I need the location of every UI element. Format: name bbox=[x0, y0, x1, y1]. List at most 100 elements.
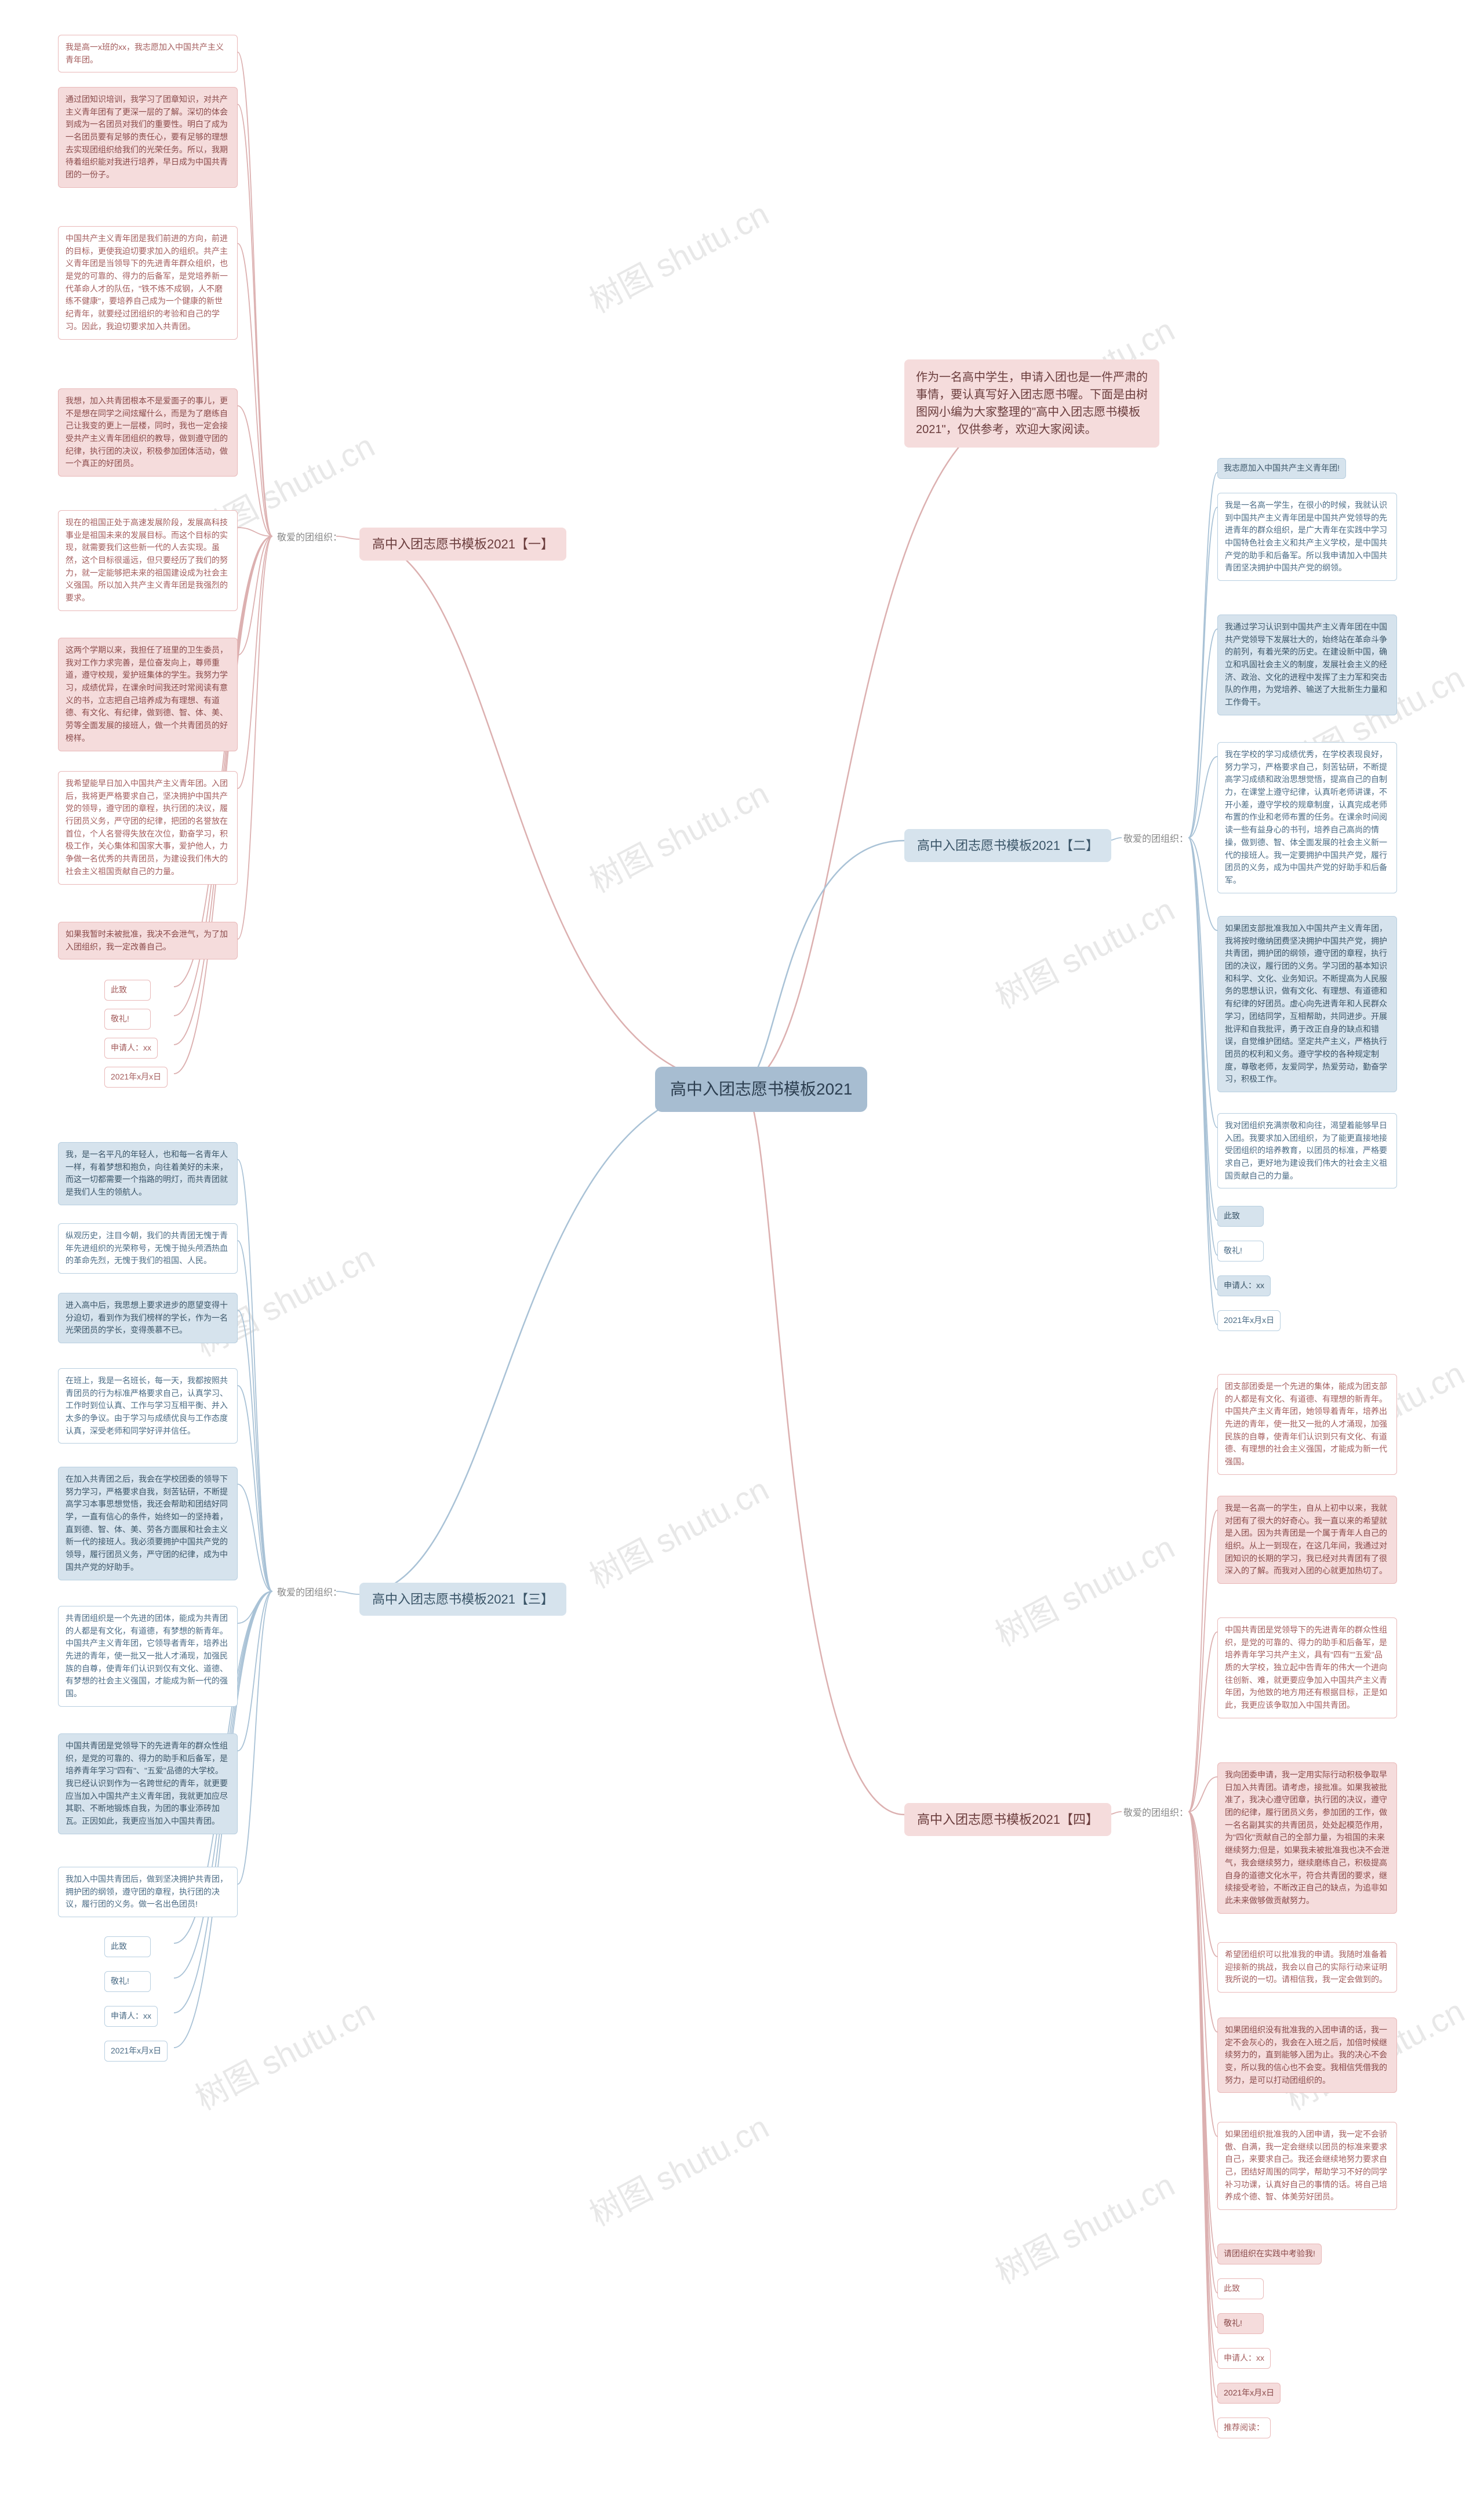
leaf-node: 我加入中国共青团后，做到坚决拥护共青团，拥护团的纲领，遵守团的章程，执行团的决议… bbox=[58, 1867, 238, 1917]
leaf-node: 我对团组织充满崇敬和向往，渴望着能够早日入团。我要求加入团组织，为了能更直接地接… bbox=[1217, 1113, 1397, 1188]
connector-edge bbox=[1188, 1812, 1217, 2258]
leaf-node: 这两个学期以来，我担任了班里的卫生委员，我对工作力求完善，是位奋发向上，尊师重道… bbox=[58, 638, 238, 751]
leaf-node: 敬礼! bbox=[1217, 2313, 1264, 2334]
connector-edge bbox=[1188, 1812, 1217, 2432]
section-s4: 高中入团志愿书模板2021【四】 bbox=[904, 1803, 1111, 1836]
closing-line: 申请人：xx bbox=[104, 1038, 158, 1059]
leaf-node: 纵观历史，注目今朝，我们的共青团无愧于青年先进组织的光荣称号，无愧于抛头颅洒热血… bbox=[58, 1223, 238, 1274]
connector-edge bbox=[1188, 1812, 1217, 2328]
sub-label-s1: 敬爱的团组织： bbox=[272, 529, 347, 547]
connector-edge bbox=[238, 52, 272, 536]
connector-edge bbox=[1188, 507, 1217, 838]
connector-edge bbox=[1188, 1812, 1217, 2032]
sub-label-s4: 敬爱的团组织： bbox=[1119, 1804, 1193, 1823]
connector-edge bbox=[1188, 838, 1217, 1220]
connector-edge bbox=[238, 406, 272, 536]
connector-edge bbox=[1188, 1510, 1217, 1812]
closing-line: 2021年x月x日 bbox=[104, 2041, 168, 2062]
connector-edge bbox=[1188, 838, 1217, 1325]
connector-edge bbox=[359, 539, 742, 1084]
watermark: 树图 shutu.cn bbox=[580, 2102, 776, 2235]
leaf-node: 2021年x月x日 bbox=[1217, 1310, 1281, 1331]
leaf-node: 我向团委申请，我一定用实际行动积极争取早日加入共青团。请考虑，接批准。如果我被批… bbox=[1217, 1762, 1397, 1914]
leaf-node: 敬礼! bbox=[1217, 1241, 1264, 1262]
connector-edge bbox=[1188, 757, 1217, 838]
connector-edge bbox=[1188, 1632, 1217, 1812]
sub-label-s3: 敬爱的团组织： bbox=[272, 1584, 347, 1602]
connector-edge bbox=[742, 406, 1032, 1084]
connector-edge bbox=[742, 1084, 904, 1815]
watermark: 树图 shutu.cn bbox=[580, 1464, 776, 1598]
leaf-node: 我在学校的学习成绩优秀，在学校表现良好，努力学习，严格要求自己，刻苦钻研，不断提… bbox=[1217, 742, 1397, 893]
center-node: 高中入团志愿书模板2021 bbox=[655, 1067, 867, 1112]
section-s3: 高中入团志愿书模板2021【三】 bbox=[359, 1583, 566, 1616]
watermark: 树图 shutu.cn bbox=[580, 768, 776, 902]
connector-edge bbox=[238, 1484, 272, 1591]
closing-line: 申请人：xx bbox=[104, 2006, 158, 2027]
leaf-node: 推荐阅读： bbox=[1217, 2418, 1271, 2438]
connector-edge bbox=[1188, 1812, 1217, 2136]
closing-line: 此致 bbox=[104, 1936, 151, 1957]
connector-edge bbox=[238, 536, 272, 788]
leaf-node: 共青团组织是一个先进的团体，能成为共青团的人都是有文化，有道德，有梦想的新青年。… bbox=[58, 1606, 238, 1707]
leaf-node: 希望团组织可以批准我的申请。我随时准备着迎接新的挑战，我会以自己的实际行动来证明… bbox=[1217, 1942, 1397, 1993]
intro-node: 作为一名高中学生，申请入团也是一件严肃的事情，要认真写好入团志愿书喔。下面是由树… bbox=[904, 359, 1159, 448]
connector-edge bbox=[1188, 1812, 1217, 2293]
leaf-node: 如果团组织批准我的入团申请，我一定不会骄傲、自满，我一定会继续以团员的标准来要求… bbox=[1217, 2122, 1397, 2210]
connector-edge bbox=[238, 1241, 272, 1591]
leaf-node: 团支部团委是一个先进的集体，能成为团支部的人都是有文化、有道德、有理想的新青年。… bbox=[1217, 1374, 1397, 1475]
section-s2: 高中入团志愿书模板2021【二】 bbox=[904, 829, 1111, 862]
leaf-node: 我志愿加入中国共产主义青年团! bbox=[1217, 458, 1346, 479]
leaf-node: 2021年x月x日 bbox=[1217, 2383, 1281, 2404]
connector-edge bbox=[1188, 838, 1217, 1290]
connector-edge bbox=[238, 1591, 272, 1884]
connector-edge bbox=[1188, 472, 1217, 838]
leaf-node: 现在的祖国正处于高速发展阶段，发展高科技事业是祖国未来的发展目标。而这个目标的实… bbox=[58, 510, 238, 611]
connector-edge bbox=[238, 104, 272, 536]
connector-edge bbox=[238, 1591, 272, 1623]
connector-edge bbox=[1188, 838, 1217, 930]
leaf-node: 申请人：xx bbox=[1217, 2348, 1271, 2369]
closing-line: 此致 bbox=[104, 980, 151, 1001]
leaf-node: 中国共产主义青年团是我们前进的方向，前进的目标，更使我迫切要求加入的组织。共产主… bbox=[58, 226, 238, 340]
leaf-node: 如果团组织没有批准我的入团申请的话，我一定不会灰心的，我会在入班之后，加倍时候继… bbox=[1217, 2017, 1397, 2093]
leaf-node: 在加入共青团之后，我会在学校团委的领导下努力学习，严格要求自我，刻苦钻研，不断提… bbox=[58, 1467, 238, 1580]
connector-edge bbox=[238, 536, 272, 939]
connector-edge bbox=[238, 1386, 272, 1591]
leaf-node: 我是一名高一的学生，自从上初中以来，我就对团有了很大的好奇心。我一直以来的希望就… bbox=[1217, 1496, 1397, 1584]
connector-edge bbox=[1188, 629, 1217, 838]
leaf-node: 我是一名高一学生，在很小的时候，我就认识到中国共产主义青年团是中国共产党领导的先… bbox=[1217, 493, 1397, 581]
connector-edge bbox=[359, 1084, 742, 1594]
leaf-node: 中国共青团是党领导下的先进青年的群众性组织，是党的可靠的、得力的助手和后备军，是… bbox=[58, 1733, 238, 1834]
connector-edge bbox=[742, 841, 904, 1084]
sub-label-s2: 敬爱的团组织： bbox=[1119, 830, 1193, 849]
watermark: 树图 shutu.cn bbox=[580, 188, 776, 322]
leaf-node: 我是高一x班的xx，我志愿加入中国共产主义青年团。 bbox=[58, 35, 238, 72]
watermark: 树图 shutu.cn bbox=[186, 1986, 382, 2120]
leaf-node: 请团组织在实践中考验我! bbox=[1217, 2244, 1322, 2264]
connector-edge bbox=[1188, 1812, 1217, 1957]
leaf-node: 我希望能早日加入中国共产主义青年团。入团后，我将更严格要求自己，坚决拥护中国共产… bbox=[58, 771, 238, 885]
connector-edge bbox=[1188, 1777, 1217, 1812]
closing-line: 2021年x月x日 bbox=[104, 1067, 168, 1088]
connector-edge bbox=[1188, 1388, 1217, 1812]
connector-edge bbox=[238, 528, 272, 536]
connector-edge bbox=[238, 1310, 272, 1591]
connector-edge bbox=[1188, 1812, 1217, 2397]
section-s1: 高中入团志愿书模板2021【一】 bbox=[359, 528, 566, 561]
leaf-node: 我想，加入共青团根本不是爱面子的事儿，更不是想在同学之间炫耀什么，而是为了磨练自… bbox=[58, 388, 238, 477]
leaf-node: 如果团支部批准我加入中国共产主义青年团，我将按时缴纳团费坚决拥护中国共产党，拥护… bbox=[1217, 916, 1397, 1092]
connector-edge bbox=[1188, 838, 1217, 1128]
closing-line: 敬礼! bbox=[104, 1971, 151, 1992]
leaf-node: 此致 bbox=[1217, 2278, 1264, 2299]
leaf-node: 我通过学习认识到中国共产主义青年团在中国共产党领导下发展壮大的，始终站在革命斗争… bbox=[1217, 615, 1397, 715]
connector-edge bbox=[238, 1159, 272, 1591]
leaf-node: 在班上，我是一名班长，每一天，我都按照共青团员的行为标准严格要求自己，认真学习、… bbox=[58, 1368, 238, 1444]
leaf-node: 我，是一名平凡的年轻人，也和每一名青年人一样，有着梦想和抱负，向往着美好的未来，… bbox=[58, 1142, 238, 1205]
connector-edge bbox=[238, 1591, 272, 1751]
connector-edge bbox=[1188, 838, 1217, 1255]
connector-edge bbox=[1188, 1812, 1217, 2362]
connector-edge bbox=[238, 243, 272, 536]
leaf-node: 进入高中后，我思想上要求进步的愿望变得十分迫切，看到作为我们榜样的学长，作为一名… bbox=[58, 1293, 238, 1343]
watermark: 树图 shutu.cn bbox=[986, 884, 1182, 1018]
